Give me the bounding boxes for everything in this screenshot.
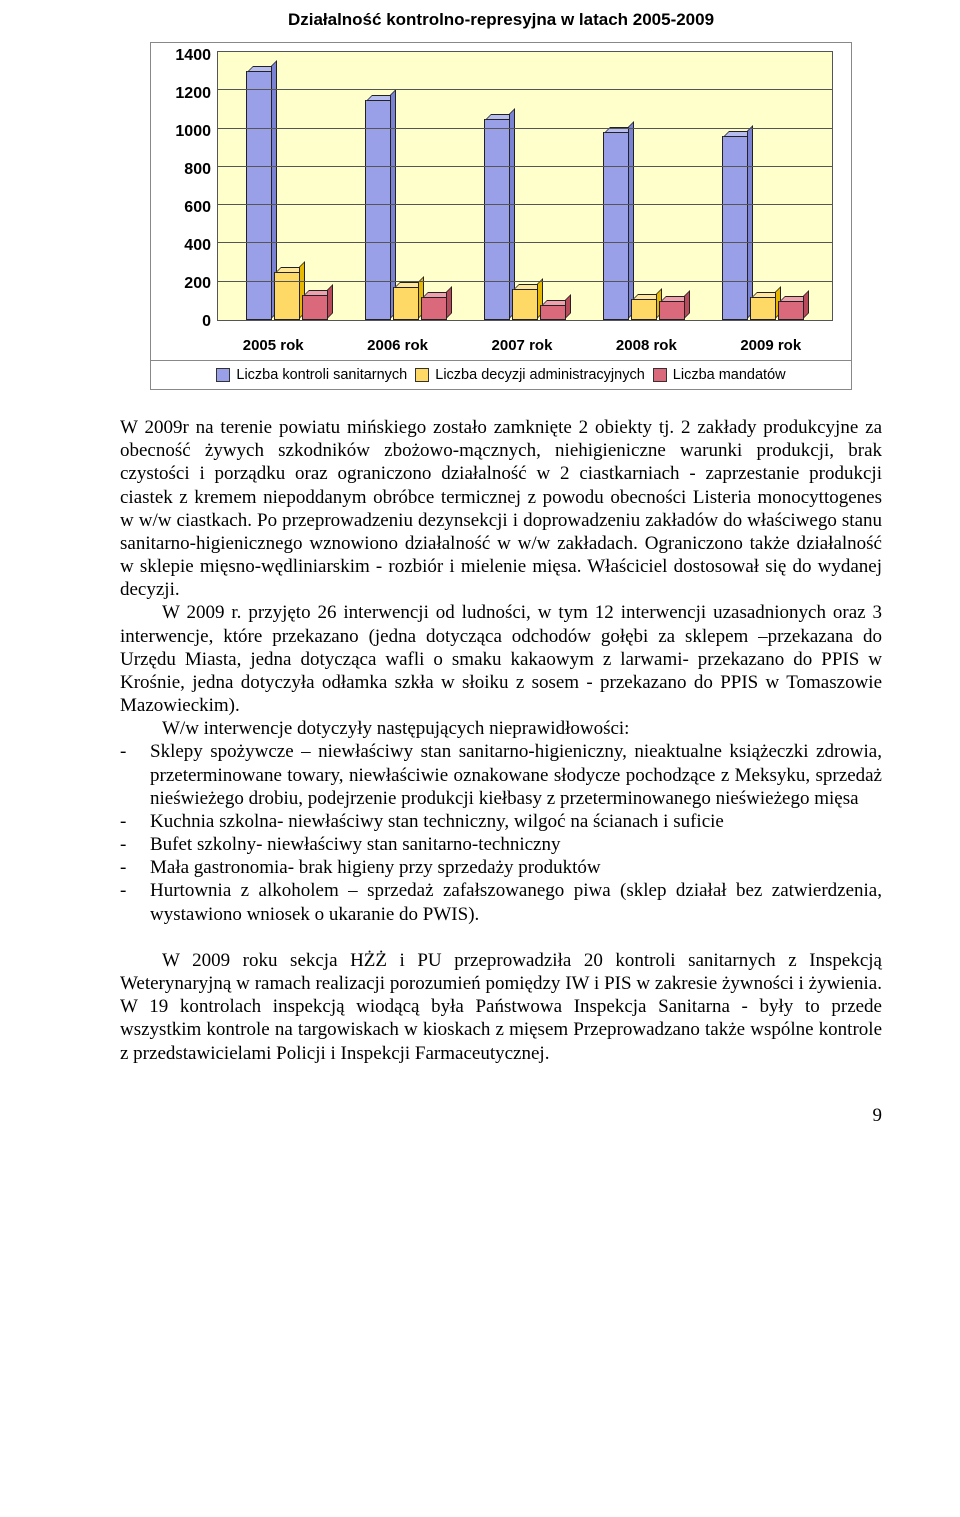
bar: [246, 71, 272, 320]
chart-title: Działalność kontrolno-represyjna w latac…: [120, 10, 882, 30]
bar: [778, 301, 804, 320]
x-tick-label: 2005 rok: [243, 337, 304, 354]
legend-item: Liczba mandatów: [653, 367, 786, 383]
y-tick-label: 0: [202, 313, 211, 331]
paragraph-4: W 2009 roku sekcja HŻŻ i PU przeprowadzi…: [120, 949, 882, 1065]
y-tick-label: 1000: [175, 123, 211, 141]
list-item: Bufet szkolny- niewłaściwy stan sanitarn…: [120, 833, 882, 856]
y-axis: 1400 1200 1000 800 600 400 200 0: [151, 43, 217, 331]
x-axis: 2005 rok 2006 rok 2007 rok 2008 rok 2009 rok: [151, 331, 851, 360]
x-tick-label: 2006 rok: [367, 337, 428, 354]
legend-swatch: [653, 368, 667, 382]
grid-line: [218, 128, 832, 129]
bar: [659, 301, 685, 320]
bar: [421, 297, 447, 320]
bar: [393, 287, 419, 320]
bar: [631, 299, 657, 320]
y-tick-label: 1200: [175, 85, 211, 103]
body-text: W 2009r na terenie powiatu mińskiego zos…: [120, 416, 882, 1065]
legend-label: Liczba mandatów: [673, 367, 786, 383]
bar: [603, 132, 629, 320]
grid-line: [218, 166, 832, 167]
grid-line: [218, 51, 832, 52]
bar-chart: 1400 1200 1000 800 600 400 200 0 2005 rok 2006 r…: [150, 42, 852, 390]
list-item: Sklepy spożywcze – niewłaściwy stan sani…: [120, 740, 882, 810]
list-item: Hurtownia z alkoholem – sprzedaż zafałsz…: [120, 879, 882, 925]
grid-line: [218, 242, 832, 243]
list-item: Mała gastronomia- brak higieny przy sprz…: [120, 856, 882, 879]
bar: [722, 136, 748, 320]
bar: [302, 295, 328, 320]
paragraph-2: W 2009 r. przyjęto 26 interwencji od lud…: [120, 601, 882, 717]
x-tick-label: 2007 rok: [492, 337, 553, 354]
grid-line: [218, 204, 832, 205]
legend-item: Liczba kontroli sanitarnych: [216, 367, 407, 383]
grid-line: [218, 281, 832, 282]
bar: [484, 119, 510, 320]
bar: [512, 289, 538, 320]
plot-area: [217, 51, 833, 321]
list-item: Kuchnia szkolna- niewłaściwy stan techni…: [120, 810, 882, 833]
bar-group: [365, 100, 447, 320]
paragraph-3: W/w interwencje dotyczyły następujących …: [120, 717, 882, 740]
bar-group: [722, 136, 804, 320]
document-page: Działalność kontrolno-represyjna w latac…: [0, 0, 960, 1167]
bar: [540, 305, 566, 320]
chart-legend: Liczba kontroli sanitarnych Liczba decyzj…: [151, 360, 851, 389]
y-tick-label: 400: [184, 237, 211, 255]
plot-row: 1400 1200 1000 800 600 400 200 0: [151, 43, 851, 331]
x-tick-label: 2008 rok: [616, 337, 677, 354]
bar-group: [484, 119, 566, 320]
legend-label: Liczba decyzji administracyjnych: [435, 367, 645, 383]
y-tick-label: 200: [184, 275, 211, 293]
y-tick-label: 800: [184, 161, 211, 179]
grid-line: [218, 89, 832, 90]
bar: [750, 297, 776, 320]
y-tick-label: 1400: [175, 47, 211, 65]
x-tick-label: 2009 rok: [740, 337, 801, 354]
y-tick-label: 600: [184, 199, 211, 217]
paragraph-1: W 2009r na terenie powiatu mińskiego zos…: [120, 416, 882, 601]
legend-item: Liczba decyzji administracyjnych: [415, 367, 645, 383]
legend-label: Liczba kontroli sanitarnych: [236, 367, 407, 383]
bar-group: [246, 71, 328, 320]
bar: [365, 100, 391, 320]
bullet-list: Sklepy spożywcze – niewłaściwy stan sani…: [120, 740, 882, 925]
bar: [274, 272, 300, 320]
legend-swatch: [415, 368, 429, 382]
legend-swatch: [216, 368, 230, 382]
page-number: 9: [120, 1105, 882, 1127]
bar-group: [603, 132, 685, 320]
